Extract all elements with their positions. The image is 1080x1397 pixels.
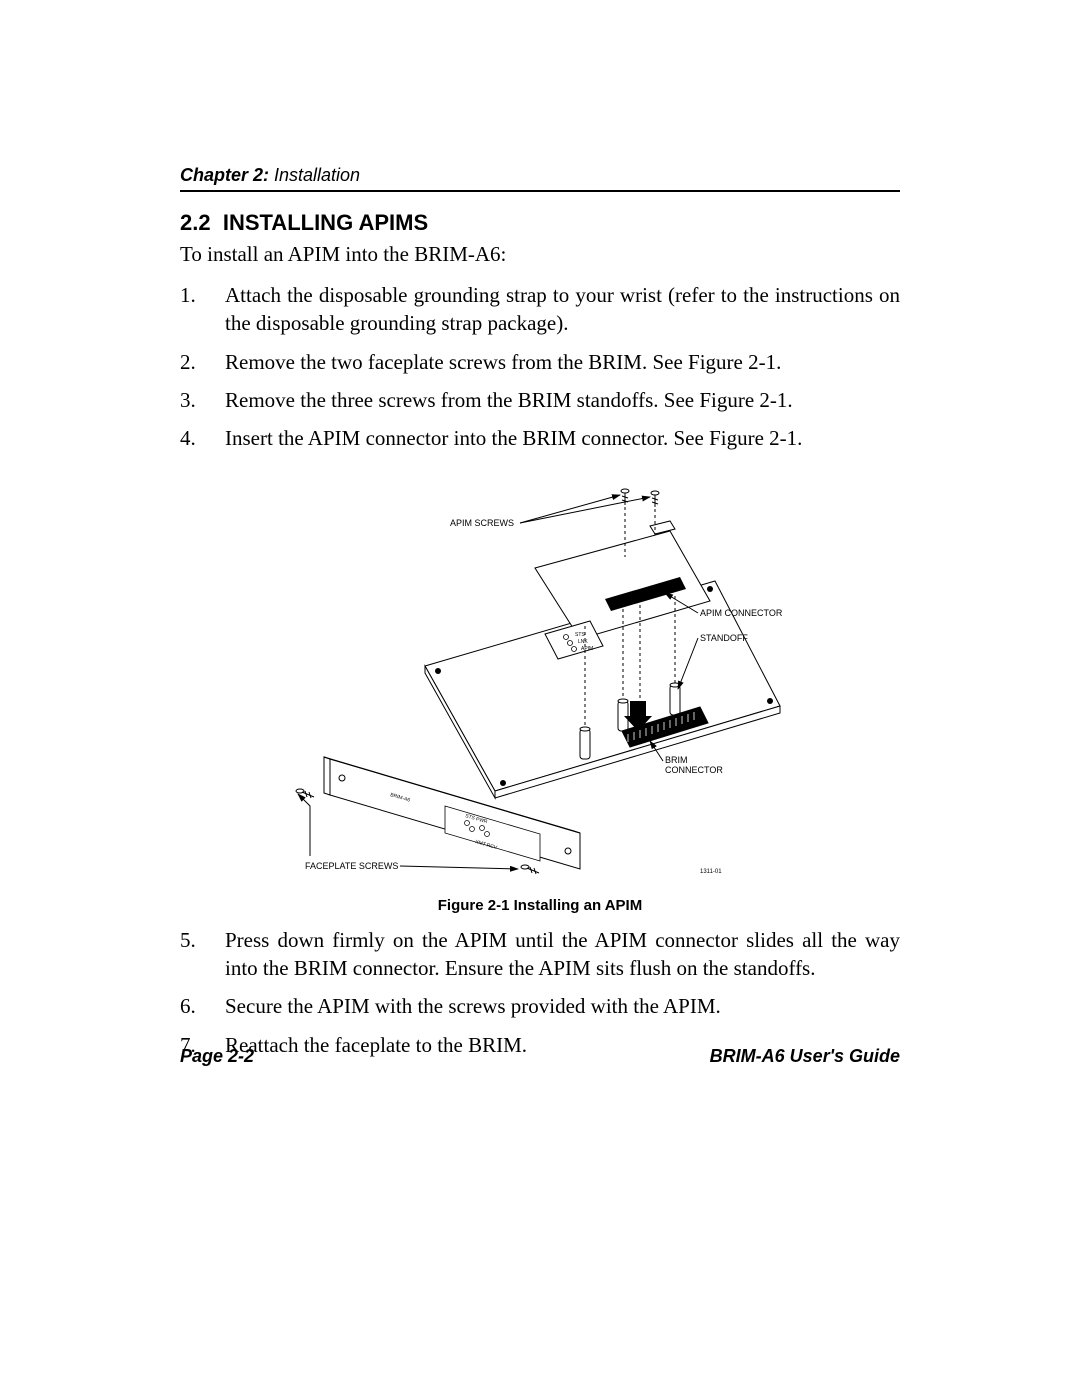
list-item: 6.Secure the APIM with the screws provid… [180, 992, 900, 1020]
section-heading: 2.2 INSTALLING APIMS [180, 210, 900, 236]
header-rule [180, 190, 900, 192]
footer-left: Page 2-2 [180, 1046, 254, 1067]
page-content: Chapter 2: Installation 2.2 INSTALLING A… [180, 0, 900, 1059]
steps-list-b: 5.Press down firmly on the APIM until th… [180, 926, 900, 1059]
running-header: Chapter 2: Installation [180, 165, 900, 186]
svg-text:LNK: LNK [578, 639, 588, 645]
svg-text:STANDOFF: STANDOFF [700, 633, 748, 643]
chapter-label: Chapter 2: [180, 165, 269, 185]
svg-text:APIM: APIM [581, 646, 593, 652]
footer-right: BRIM-A6 User's Guide [710, 1046, 900, 1067]
svg-text:FACEPLATE SCREWS: FACEPLATE SCREWS [305, 861, 398, 871]
svg-text:APIM SCREWS: APIM SCREWS [450, 518, 514, 528]
svg-text:CONNECTOR: CONNECTOR [665, 765, 723, 775]
svg-text:APIM CONNECTOR: APIM CONNECTOR [700, 608, 783, 618]
svg-text:STS: STS [575, 632, 585, 638]
apim-screws [621, 489, 659, 507]
list-item: 4.Insert the APIM connector into the BRI… [180, 424, 900, 452]
list-item: 1.Attach the disposable grounding strap … [180, 281, 900, 338]
svg-text:1311-01: 1311-01 [700, 869, 722, 875]
installation-diagram: STS LNK APIM [270, 471, 810, 891]
list-item: 2.Remove the two faceplate screws from t… [180, 348, 900, 376]
steps-list-a: 1.Attach the disposable grounding strap … [180, 281, 900, 453]
chapter-title: Installation [269, 165, 360, 185]
section-title-text: INSTALLING APIMS [223, 210, 428, 235]
list-item: 5.Press down firmly on the APIM until th… [180, 926, 900, 983]
figure-caption: Figure 2-1 Installing an APIM [438, 897, 642, 914]
list-item: 3.Remove the three screws from the BRIM … [180, 386, 900, 414]
svg-text:BRIM: BRIM [665, 755, 688, 765]
page-footer: Page 2-2 BRIM-A6 User's Guide [180, 1046, 900, 1067]
section-number: 2.2 [180, 210, 211, 235]
intro-text: To install an APIM into the BRIM-A6: [180, 242, 900, 267]
figure-container: STS LNK APIM [180, 471, 900, 914]
